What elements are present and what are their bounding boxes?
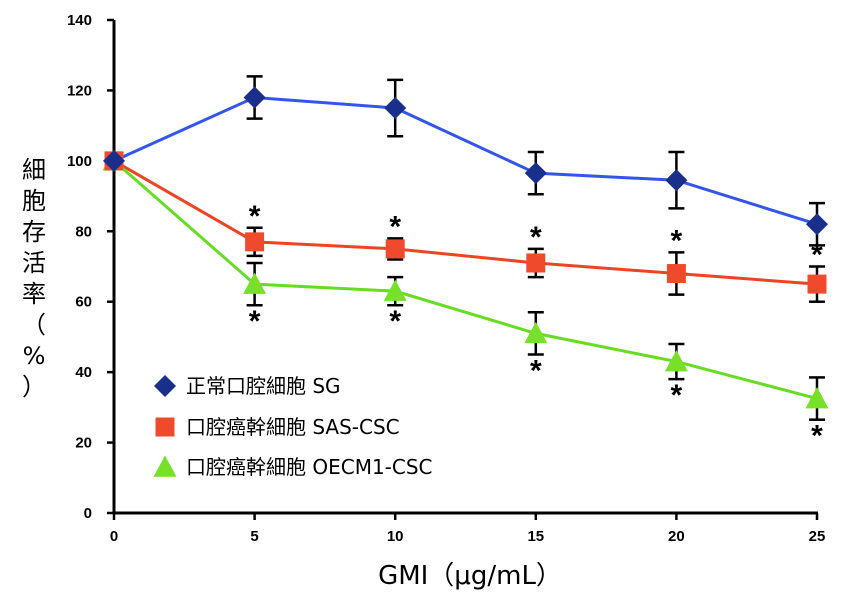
y-axis-label-char: % [23,342,46,370]
legend-label: 口腔癌幹細胞 OECM1-CSC [186,455,433,479]
significance-star: * [671,379,683,412]
data-point-square [807,274,827,294]
series-line [113,159,818,401]
x-tick-label: 25 [809,528,826,545]
significance-star: * [389,210,401,243]
y-axis-label-char: 細 [22,156,46,184]
y-axis-label-char: 活 [22,249,46,277]
legend-item: 正常口腔細胞 SG [154,374,341,398]
x-tick-label: 10 [387,528,404,545]
legend-marker-diamond [154,375,176,397]
data-point-square [666,264,686,284]
legend-label: 正常口腔細胞 SG [186,374,341,398]
legend-marker-shape [154,375,176,397]
data-point-triangle [664,350,688,372]
significance-star: * [249,200,261,233]
data-point-diamond [384,97,407,120]
legend: 正常口腔細胞 SG 口腔癌幹細胞 SAS-CSC 口腔癌幹細胞 OECM1-CS… [153,374,433,479]
series-line [113,159,818,286]
data-point-diamond [103,149,125,172]
tick-layer: 0 20 40 60 80 100 120 140 0 5 10 15 20 25 [67,12,825,545]
legend-label: 口腔癌幹細胞 SAS-CSC [186,415,400,439]
data-point-square [245,232,265,252]
y-tick-label: 60 [75,294,92,311]
x-tick-label: 0 [110,528,118,545]
data-point-diamond [665,169,688,192]
significance-star: * [530,355,542,388]
significance-star: * [811,239,823,272]
y-tick-label: 140 [67,12,92,29]
y-tick-label: 0 [84,505,92,522]
y-tick-label: 40 [75,364,92,381]
legend-marker-shape [155,417,175,437]
axes [112,20,818,515]
y-axis-label-char: ） [22,373,46,401]
significance-star: * [249,305,261,338]
series-lines [113,95,818,401]
significance-marks: * * * * * * * * * * [249,200,823,453]
series-markers [102,86,829,409]
data-point-triangle [805,387,829,409]
significance-star: * [389,305,401,338]
legend-marker-triangle [153,455,177,477]
data-point-diamond [806,213,828,236]
x-tick-label: 5 [250,528,258,545]
y-axis-label-char: 胞 [22,187,46,215]
significance-star: * [671,224,683,257]
x-axis-label: GMI（μg/mL） [378,561,562,591]
series-line [113,95,818,226]
legend-item: 口腔癌幹細胞 SAS-CSC [155,415,400,439]
x-tick-label: 15 [527,528,544,545]
data-point-square [385,239,405,259]
data-point-triangle [524,321,548,344]
legend-item: 口腔癌幹細胞 OECM1-CSC [153,455,433,479]
x-tick-label: 20 [668,528,685,545]
y-axis-label-char: 率 [22,280,46,308]
y-axis-label-char: （ [22,311,46,339]
y-tick-label: 80 [75,223,92,240]
legend-marker-shape [153,455,177,477]
significance-star: * [811,420,823,453]
y-tick-label: 120 [67,82,92,99]
significance-star: * [530,221,542,254]
y-tick-label: 100 [67,153,92,170]
data-point-diamond [524,162,547,185]
y-axis-label-char: 存 [22,218,46,246]
data-point-triangle [383,279,407,301]
data-point-diamond [243,86,266,109]
legend-marker-square [155,417,175,437]
data-point-triangle [243,272,267,294]
data-point-square [526,253,546,273]
y-tick-label: 20 [75,435,92,452]
